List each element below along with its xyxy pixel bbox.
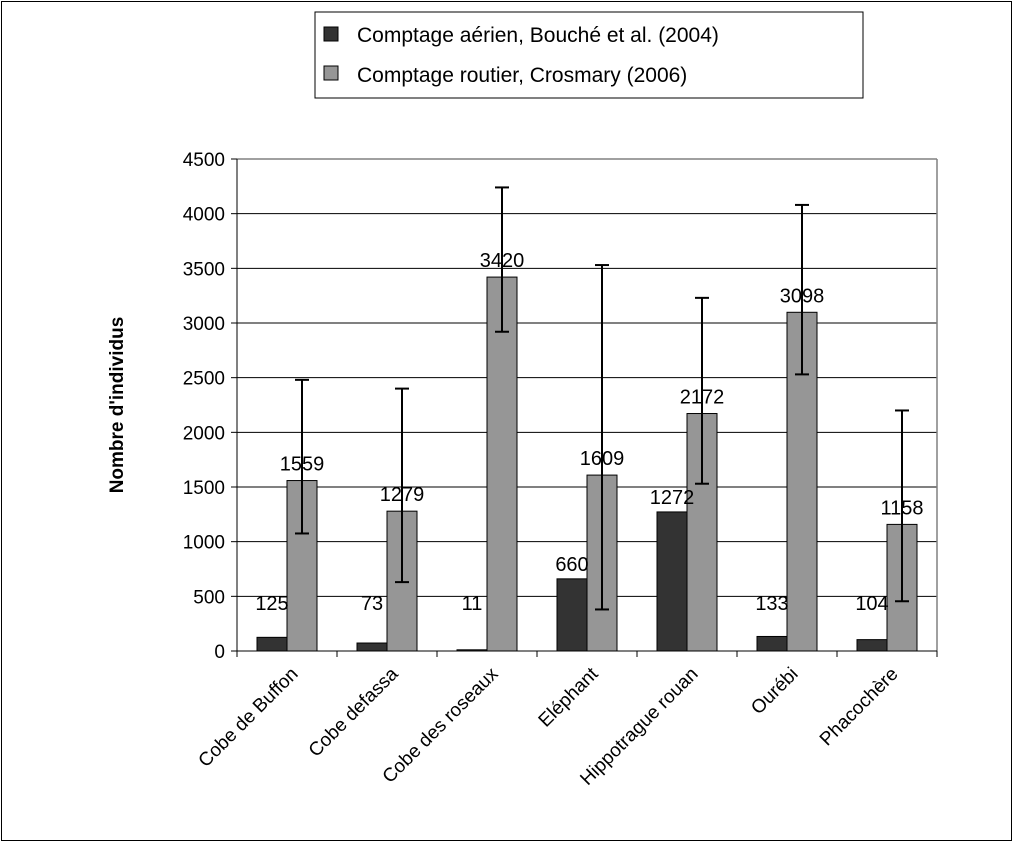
bar-aerien xyxy=(556,578,588,652)
plot-area xyxy=(237,158,938,651)
y-tick-label: 2000 xyxy=(183,423,225,444)
y-axis-title: Nombre d'individus xyxy=(107,317,128,494)
data-label-routier: 1609 xyxy=(580,448,625,470)
y-tick-label: 3000 xyxy=(183,314,225,335)
data-label-aerien: 133 xyxy=(755,593,788,615)
x-category-label: Eléphant xyxy=(535,663,603,731)
y-tick-label: 3500 xyxy=(183,259,225,280)
data-label-aerien: 73 xyxy=(361,593,383,615)
bar-aerien xyxy=(656,511,688,652)
y-tick-label: 1000 xyxy=(183,533,225,554)
bar-aerien xyxy=(756,635,788,652)
legend-swatch-routier xyxy=(323,65,339,81)
data-label-aerien: 1272 xyxy=(650,487,695,509)
legend-label-aerien: Comptage aérien, Bouché et al. (2004) xyxy=(357,24,719,47)
data-labels: 125 1559 73 1279 11 3420 660 1609 1272 2172 133 309… xyxy=(255,250,923,615)
y-tick-label: 4000 xyxy=(183,205,225,226)
legend-label-routier: Comptage routier, Crosmary (2006) xyxy=(357,64,687,87)
data-label-routier: 1559 xyxy=(280,454,325,476)
bar-aerien xyxy=(256,636,288,652)
data-label-aerien: 125 xyxy=(255,593,288,615)
data-label-routier: 3420 xyxy=(480,250,525,272)
legend-box xyxy=(314,11,864,99)
y-tick-label: 2500 xyxy=(183,369,225,390)
y-tick-label: 0 xyxy=(214,642,225,663)
data-label-routier: 3098 xyxy=(780,285,825,307)
bar-routier xyxy=(486,276,518,652)
y-tick-label: 1500 xyxy=(183,478,225,499)
x-category-label: Cobe de Buffon xyxy=(195,664,303,772)
data-label-aerien: 11 xyxy=(462,593,483,615)
x-category-label: Ourébi xyxy=(747,664,802,719)
data-label-aerien: 660 xyxy=(555,554,588,576)
x-category-label: Phacochère xyxy=(816,664,903,751)
data-label-aerien: 104 xyxy=(855,593,888,615)
data-label-routier: 1279 xyxy=(380,484,425,506)
data-label-routier: 2172 xyxy=(680,387,725,409)
x-category-label: Cobe defassa xyxy=(305,663,403,761)
data-label-routier: 1158 xyxy=(880,497,923,519)
bar-aerien xyxy=(856,639,888,652)
legend-swatch-aerien xyxy=(323,26,339,42)
y-tick-label: 500 xyxy=(193,587,225,608)
y-tick-label: 4500 xyxy=(183,150,225,171)
legend: Comptage aérien, Bouché et al. (2004) Co… xyxy=(314,11,864,99)
bar-aerien xyxy=(356,642,388,652)
error-bars xyxy=(295,186,909,611)
